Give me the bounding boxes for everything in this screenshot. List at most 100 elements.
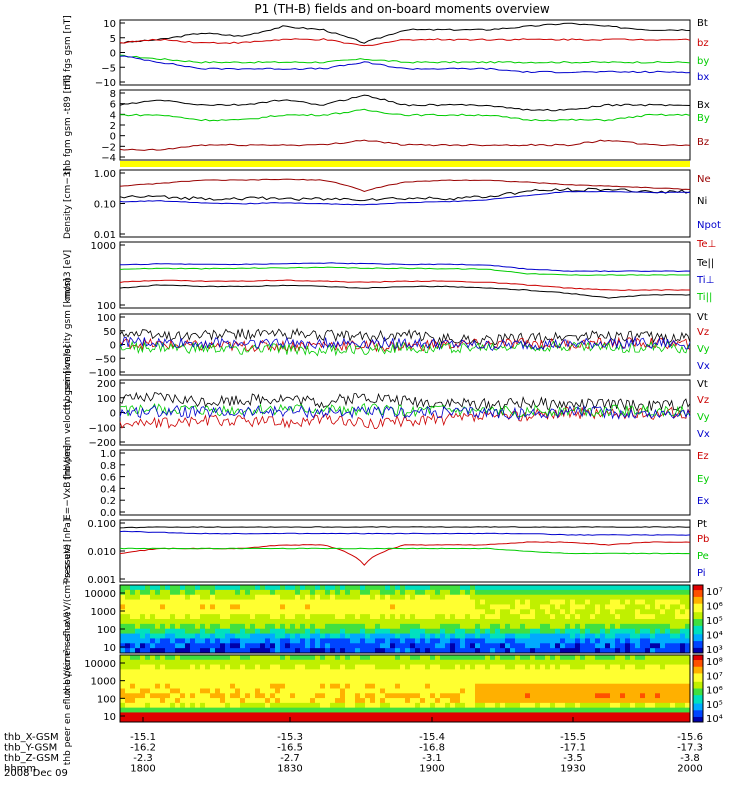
heat-cell — [335, 717, 341, 723]
y-tick-label: 100 — [97, 625, 116, 636]
heat-cell — [650, 599, 656, 605]
heat-cell — [665, 614, 671, 620]
heat-cell — [590, 674, 596, 680]
heat-cell — [505, 594, 511, 600]
heat-cell — [260, 633, 266, 639]
heat-cell — [265, 678, 271, 685]
heat-cell — [170, 678, 176, 685]
heat-cell — [600, 698, 606, 704]
heat-cell — [515, 648, 521, 654]
heat-cell — [225, 712, 231, 718]
heat-cell — [455, 707, 461, 713]
heat-cell — [490, 664, 496, 670]
heat-cell — [230, 623, 236, 630]
heat-cell — [370, 609, 376, 615]
heat-cell — [490, 619, 496, 625]
heat-cell — [260, 623, 266, 630]
heat-cell — [290, 585, 296, 591]
legend-Vt: Vt — [697, 312, 708, 323]
heat-cell — [605, 633, 611, 639]
heat-cell — [475, 604, 481, 610]
heat-cell — [340, 648, 346, 654]
heat-cell — [360, 678, 366, 685]
y-tick-label: −2 — [101, 142, 116, 153]
heat-cell — [555, 648, 561, 654]
heat-cell — [670, 678, 676, 685]
heat-cell — [245, 609, 251, 615]
heat-cell — [215, 648, 221, 654]
heat-cell — [465, 664, 471, 670]
heat-cell — [375, 678, 381, 685]
y-axis-label: thb fgs gsm [nT] — [63, 15, 73, 90]
heat-cell — [540, 683, 546, 689]
heat-cell — [635, 664, 641, 670]
heat-cell — [155, 683, 161, 689]
heat-cell — [475, 698, 481, 704]
heat-cell — [240, 614, 246, 620]
heat-cell — [420, 669, 426, 675]
heat-cell — [330, 585, 336, 591]
panel-frame — [119, 89, 691, 161]
series-line-Te|| — [119, 284, 691, 299]
heat-cell — [410, 688, 416, 694]
heat-cell — [250, 628, 256, 634]
heat-cell — [260, 664, 266, 670]
heat-cell — [305, 604, 311, 610]
heat-cell — [155, 678, 161, 685]
x-row-value: -17.1 — [560, 743, 586, 754]
heat-cell — [145, 604, 151, 610]
heat-cell — [405, 648, 411, 654]
heat-cell — [490, 702, 496, 709]
heat-cell — [410, 648, 416, 654]
heat-cell — [640, 674, 646, 680]
heat-cell — [250, 674, 256, 680]
heat-cell — [260, 589, 266, 596]
heat-cell — [425, 585, 431, 591]
y-axis-label: Density [cm−3] — [63, 168, 73, 239]
heat-cell — [455, 619, 461, 625]
heat-cell — [160, 669, 166, 675]
heat-cell — [165, 693, 171, 699]
heat-cell — [355, 609, 361, 615]
heat-cell — [510, 643, 516, 649]
heat-cell — [605, 693, 611, 699]
heat-cell — [555, 638, 561, 644]
colorbar-cell — [693, 647, 703, 651]
heat-cell — [315, 628, 321, 634]
heat-cell — [395, 623, 401, 630]
heat-cell — [140, 693, 146, 699]
heat-cell — [380, 678, 386, 685]
y-tick-label: 1.00 — [94, 169, 116, 180]
heat-cell — [375, 707, 381, 713]
heat-cell — [355, 655, 361, 661]
heat-cell — [125, 702, 131, 709]
heat-cell — [685, 594, 691, 600]
heat-cell — [135, 712, 141, 718]
heat-cell — [255, 669, 261, 675]
heat-cell — [510, 633, 516, 639]
heat-cell — [225, 589, 231, 596]
heat-cell — [615, 638, 621, 644]
heat-cell — [325, 659, 331, 665]
y-tick-label: −5 — [101, 63, 116, 74]
heat-cell — [135, 594, 141, 600]
heat-cell — [420, 655, 426, 661]
heat-cell — [255, 585, 261, 591]
heat-cell — [375, 702, 381, 709]
heat-cell — [125, 619, 131, 625]
heat-cell — [680, 604, 686, 610]
heat-cell — [200, 712, 206, 718]
heat-cell — [595, 623, 601, 630]
heat-cell — [635, 693, 641, 699]
heat-cell — [655, 693, 661, 699]
heat-cell — [295, 643, 301, 649]
heat-cell — [565, 702, 571, 709]
heat-cell — [465, 614, 471, 620]
heat-cell — [365, 707, 371, 713]
heat-cell — [175, 674, 181, 680]
heat-cell — [135, 683, 141, 689]
heat-cell — [545, 609, 551, 615]
heat-cell — [460, 594, 466, 600]
heat-cell — [180, 604, 186, 610]
heat-cell — [620, 609, 626, 615]
